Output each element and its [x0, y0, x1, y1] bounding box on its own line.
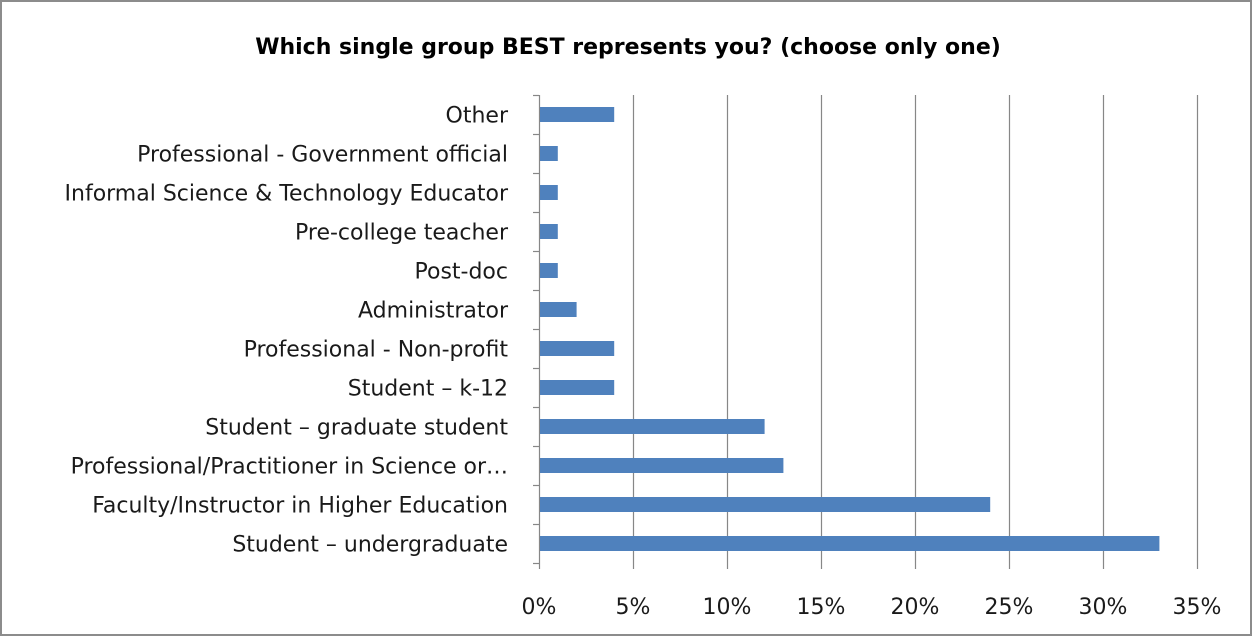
category-label-10: Faculty/Instructor in Higher Education: [92, 494, 508, 519]
bar-11: [540, 536, 1160, 551]
category-labels: Other Professional - Government official I…: [65, 104, 509, 558]
bar-5: [540, 302, 577, 317]
x-tick-label-15: 15%: [797, 595, 846, 620]
gridlines: [632, 95, 1199, 563]
category-label-0: Other: [446, 104, 509, 129]
category-label-3: Pre-college teacher: [295, 221, 509, 246]
x-tick-label-0: 0%: [522, 595, 557, 620]
x-tick-label-30: 30%: [1079, 595, 1128, 620]
bar-9: [540, 458, 784, 473]
bar-3: [540, 224, 558, 239]
x-tick-label-20: 20%: [891, 595, 940, 620]
bar-0: [540, 107, 615, 122]
bar-1: [540, 146, 558, 161]
category-label-7: Student – k-12: [348, 377, 508, 402]
category-label-1: Professional - Government official: [137, 143, 508, 168]
bar-2: [540, 185, 558, 200]
x-tick-label-35: 35%: [1173, 595, 1222, 620]
category-label-9: Professional/Practitioner in Science or…: [71, 455, 508, 480]
bar-7: [540, 380, 615, 395]
category-label-5: Administrator: [358, 299, 509, 324]
category-label-2: Informal Science & Technology Educator: [65, 182, 509, 207]
x-tick-label-25: 25%: [985, 595, 1034, 620]
category-label-8: Student – graduate student: [205, 416, 508, 441]
category-label-6: Professional - Non-profit: [244, 338, 509, 363]
axes: [533, 94, 1199, 569]
x-tick-label-10: 10%: [703, 595, 752, 620]
category-label-4: Post-doc: [415, 260, 509, 285]
bars: [540, 107, 1160, 551]
category-label-11: Student – undergraduate: [232, 533, 508, 558]
bar-8: [540, 419, 765, 434]
bar-4: [540, 263, 558, 278]
bar-10: [540, 497, 991, 512]
bar-6: [540, 341, 615, 356]
x-tick-labels: 0% 5% 10% 15% 20% 25% 30% 35%: [522, 595, 1222, 620]
x-tick-label-5: 5%: [616, 595, 651, 620]
chart-title: Which single group BEST represents you? …: [255, 35, 1001, 60]
